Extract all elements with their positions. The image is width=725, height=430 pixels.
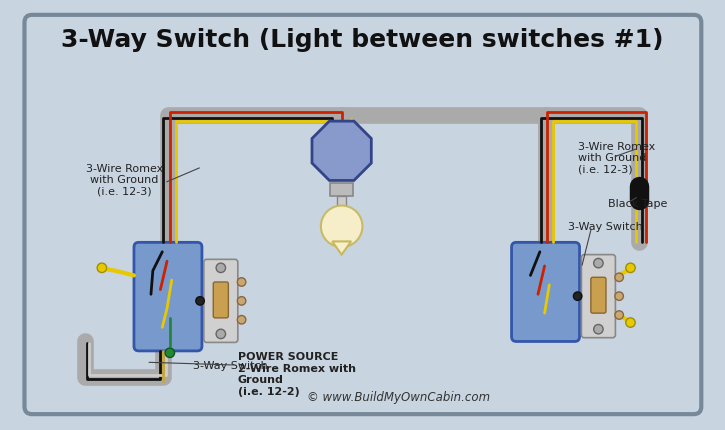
Circle shape: [97, 264, 107, 273]
FancyBboxPatch shape: [204, 260, 238, 343]
Circle shape: [615, 292, 624, 301]
FancyBboxPatch shape: [512, 243, 579, 342]
Circle shape: [626, 264, 635, 273]
Text: 3-Way Switch: 3-Way Switch: [568, 222, 643, 232]
Circle shape: [615, 273, 624, 282]
Text: © www.BuildMyOwnCabin.com: © www.BuildMyOwnCabin.com: [307, 390, 490, 403]
FancyBboxPatch shape: [134, 243, 202, 351]
Polygon shape: [332, 242, 351, 255]
Text: Black Tape: Black Tape: [608, 198, 667, 208]
Circle shape: [594, 325, 603, 334]
FancyBboxPatch shape: [591, 278, 606, 313]
Circle shape: [165, 348, 175, 358]
Bar: [337, 197, 347, 206]
Circle shape: [321, 206, 362, 248]
Circle shape: [594, 259, 603, 268]
Text: 3-Wire Romex
with Ground
(i.e. 12-3): 3-Wire Romex with Ground (i.e. 12-3): [86, 163, 163, 196]
Text: POWER SOURCE
2-Wire Romex with
Ground
(i.e. 12-2): POWER SOURCE 2-Wire Romex with Ground (i…: [238, 351, 356, 396]
Circle shape: [237, 297, 246, 305]
Bar: [331, 184, 353, 197]
FancyBboxPatch shape: [213, 283, 228, 318]
Circle shape: [626, 318, 635, 328]
Circle shape: [216, 329, 225, 339]
Circle shape: [237, 316, 246, 324]
Text: 3-Wire Romex
with Ground
(i.e. 12-3): 3-Wire Romex with Ground (i.e. 12-3): [578, 141, 655, 175]
Circle shape: [573, 292, 582, 301]
Circle shape: [615, 311, 624, 319]
Circle shape: [216, 264, 225, 273]
Text: 3-Way Switch (Light between switches #1): 3-Way Switch (Light between switches #1): [61, 28, 663, 52]
FancyBboxPatch shape: [581, 255, 616, 338]
Circle shape: [196, 297, 204, 305]
Circle shape: [237, 278, 246, 286]
Text: 3-Way Switch: 3-Way Switch: [193, 360, 268, 370]
Polygon shape: [312, 122, 371, 181]
